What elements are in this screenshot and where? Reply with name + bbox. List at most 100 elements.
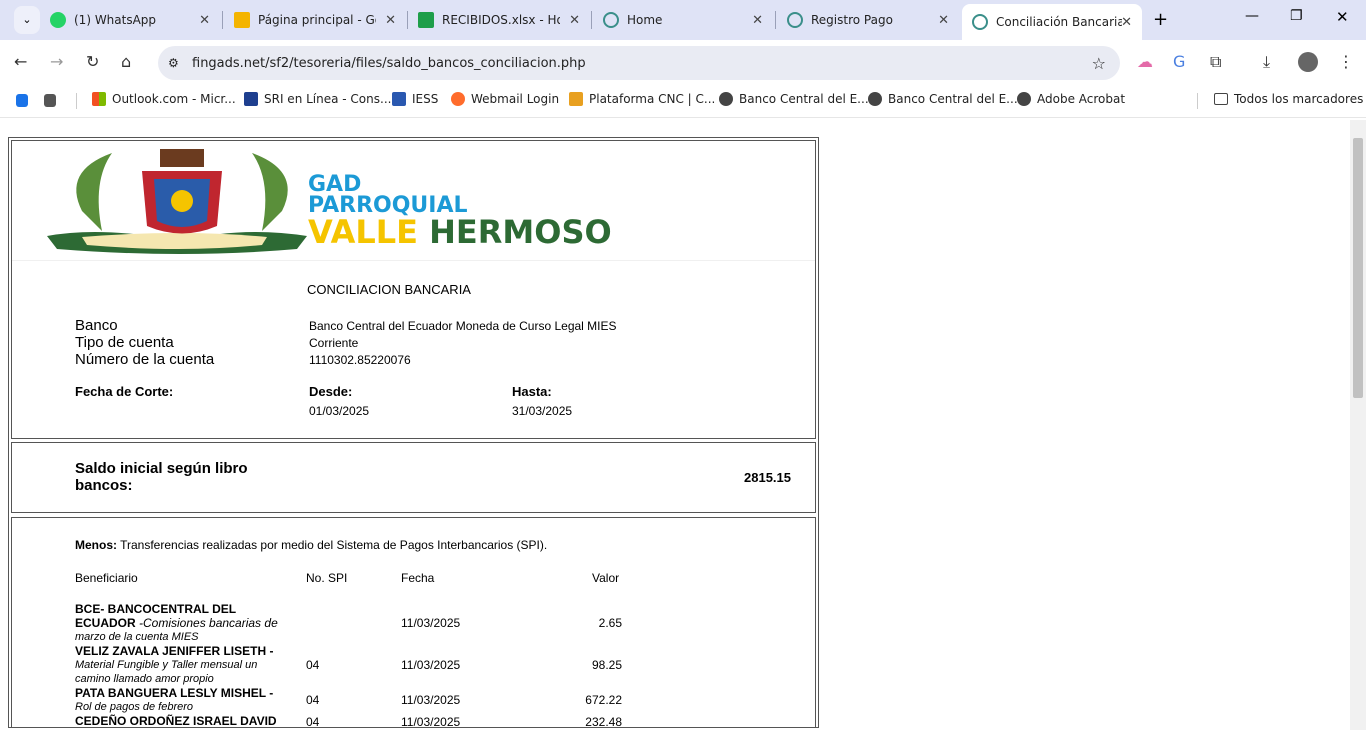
close-icon[interactable]: ✕ — [569, 12, 580, 28]
saldo-section: Saldo inicial según libro bancos: 2815.15 — [11, 442, 816, 513]
description: -Comisiones bancarias de — [135, 616, 278, 630]
logo-line: HERMOSO — [429, 213, 612, 251]
translate-icon[interactable]: G — [1173, 52, 1186, 71]
close-icon[interactable]: ✕ — [199, 12, 210, 28]
tab-search-button[interactable]: ⌄ — [14, 6, 40, 34]
bookmark-webmail[interactable]: Webmail Login — [451, 92, 559, 106]
tab-recibidos[interactable]: RECIBIDOS.xlsx - Hoja ✕ — [408, 6, 590, 34]
bookmark-label: Todos los marcadores — [1234, 92, 1364, 106]
tab-home[interactable]: Home ✕ — [593, 6, 773, 34]
url-text[interactable]: fingads.net/sf2/tesoreria/files/saldo_ba… — [192, 55, 586, 71]
app-icon[interactable] — [44, 94, 56, 107]
transfers-section: Menos: Transferencias realizadas por med… — [11, 517, 816, 729]
back-button[interactable]: ← — [14, 52, 28, 71]
bookmarks-bar: Outlook.com - Micr... SRI en Línea - Con… — [0, 84, 1366, 118]
desde-value: 01/03/2025 — [309, 404, 370, 418]
fecha: 11/03/2025 — [401, 693, 461, 707]
bookmark-label: Plataforma CNC | C... — [589, 92, 716, 106]
globe-icon — [868, 92, 882, 106]
valor: 232.48 — [585, 715, 622, 729]
extension-cloud-icon[interactable]: ☁ — [1137, 52, 1153, 71]
close-icon[interactable]: ✕ — [752, 12, 763, 28]
report-title: CONCILIACION BANCARIA — [307, 282, 471, 297]
tab-registro-pago[interactable]: Registro Pago ✕ — [777, 6, 959, 34]
gear-icon — [787, 12, 803, 28]
tab-conciliacion[interactable]: Conciliación Bancaria ✕ — [962, 4, 1142, 40]
numero-value: 1110302.85220076 — [309, 353, 411, 367]
header-section: GAD PARROQUIAL VALLE HERMOSO CONCILIACIO… — [11, 140, 816, 439]
tab-title: Home — [627, 13, 663, 27]
description: marzo de la cuenta MIES — [75, 631, 199, 643]
beneficiario-name: ECUADOR — [75, 616, 136, 630]
iess-icon — [392, 92, 406, 106]
saldo-value: 2815.15 — [744, 470, 791, 485]
saldo-label: Saldo inicial según libro bancos: — [75, 460, 248, 494]
sheets-icon — [418, 12, 434, 28]
bookmark-outlook[interactable]: Outlook.com - Micr... — [92, 92, 236, 106]
tab-whatsapp[interactable]: (1) WhatsApp ✕ — [40, 6, 220, 34]
valor: 2.65 — [598, 616, 622, 630]
desde-label: Desde: — [309, 384, 353, 399]
close-window-button[interactable]: ✕ — [1336, 8, 1349, 26]
restore-button[interactable]: ❐ — [1290, 8, 1303, 24]
sri-icon — [244, 92, 258, 106]
fecha-corte-label: Fecha de Corte: — [75, 384, 174, 399]
bookmark-bce-2[interactable]: Banco Central del E... — [868, 92, 1018, 106]
banco-label: Banco — [75, 317, 118, 334]
extensions-icon[interactable]: ⧉ — [1210, 52, 1222, 71]
bookmark-label: Outlook.com - Micr... — [112, 92, 236, 106]
logo-line: VALLE — [308, 213, 418, 251]
cnc-icon — [569, 92, 583, 106]
bookmark-star-icon[interactable]: ☆ — [1091, 53, 1106, 73]
home-button[interactable]: ⌂ — [121, 52, 132, 71]
globe-icon — [1017, 92, 1031, 106]
beneficiario: VELIZ ZAVALA JENIFFER LISETH - — [75, 644, 274, 658]
close-icon[interactable]: ✕ — [938, 12, 949, 28]
description: Material Fungible y Taller mensual un — [75, 659, 258, 671]
coat-of-arms-icon — [47, 149, 307, 254]
col-spi: No. SPI — [306, 571, 348, 585]
tab-drive[interactable]: Página principal - Go ✕ — [224, 6, 406, 34]
download-icon[interactable]: ⤓ — [1263, 52, 1271, 71]
col-fecha: Fecha — [401, 571, 435, 585]
gear-icon — [972, 14, 988, 30]
close-icon[interactable]: ✕ — [1121, 14, 1132, 30]
description: Rol de pagos de febrero — [75, 701, 194, 713]
toolbar: ← → ↻ ⌂ ⚙ fingads.net/sf2/tesoreria/file… — [0, 40, 1366, 84]
app-icon[interactable] — [16, 94, 28, 107]
profile-avatar[interactable] — [1298, 52, 1318, 72]
new-tab-button[interactable]: + — [1153, 9, 1169, 30]
all-bookmarks[interactable]: Todos los marcadores — [1214, 92, 1363, 106]
menos-text: Menos: Transferencias realizadas por med… — [75, 538, 547, 552]
bookmark-sri[interactable]: SRI en Línea - Cons... — [244, 92, 391, 106]
bookmark-adobe[interactable]: Adobe Acrobat — [1017, 92, 1125, 106]
bookmark-bce-1[interactable]: Banco Central del E... — [719, 92, 869, 106]
tab-title: Registro Pago — [811, 13, 893, 27]
description: camino llamado amor propio — [75, 673, 214, 685]
scrollbar-thumb[interactable] — [1353, 138, 1363, 398]
address-bar[interactable]: ⚙ fingads.net/sf2/tesoreria/files/saldo_… — [158, 46, 1120, 80]
close-icon[interactable]: ✕ — [385, 12, 396, 28]
col-valor: Valor — [592, 571, 620, 585]
tab-title: Conciliación Bancaria — [996, 15, 1122, 29]
reload-button[interactable]: ↻ — [86, 52, 100, 71]
bookmark-label: Webmail Login — [471, 92, 560, 106]
folder-icon — [1214, 93, 1228, 105]
logo-line: PARROQUIAL — [308, 193, 468, 218]
fecha: 11/03/2025 — [401, 616, 461, 630]
tipo-label: Tipo de cuenta — [75, 334, 174, 351]
tab-title: Página principal - Go — [258, 13, 376, 27]
vertical-scrollbar[interactable] — [1350, 120, 1366, 730]
valor: 98.25 — [591, 658, 622, 672]
banco-value: Banco Central del Ecuador Moneda de Curs… — [309, 319, 617, 333]
bookmark-label: Banco Central del E... — [888, 92, 1018, 106]
menu-icon[interactable]: ⋮ — [1338, 52, 1354, 71]
bookmark-iess[interactable]: IESS — [392, 92, 438, 106]
bookmark-cnc[interactable]: Plataforma CNC | C... — [569, 92, 715, 106]
tipo-value: Corriente — [309, 336, 359, 350]
bookmark-label: IESS — [412, 92, 439, 106]
minimize-button[interactable]: — — [1245, 8, 1259, 24]
spi: 04 — [306, 658, 320, 672]
site-info-icon[interactable]: ⚙ — [168, 56, 179, 70]
forward-button[interactable]: → — [50, 52, 64, 71]
